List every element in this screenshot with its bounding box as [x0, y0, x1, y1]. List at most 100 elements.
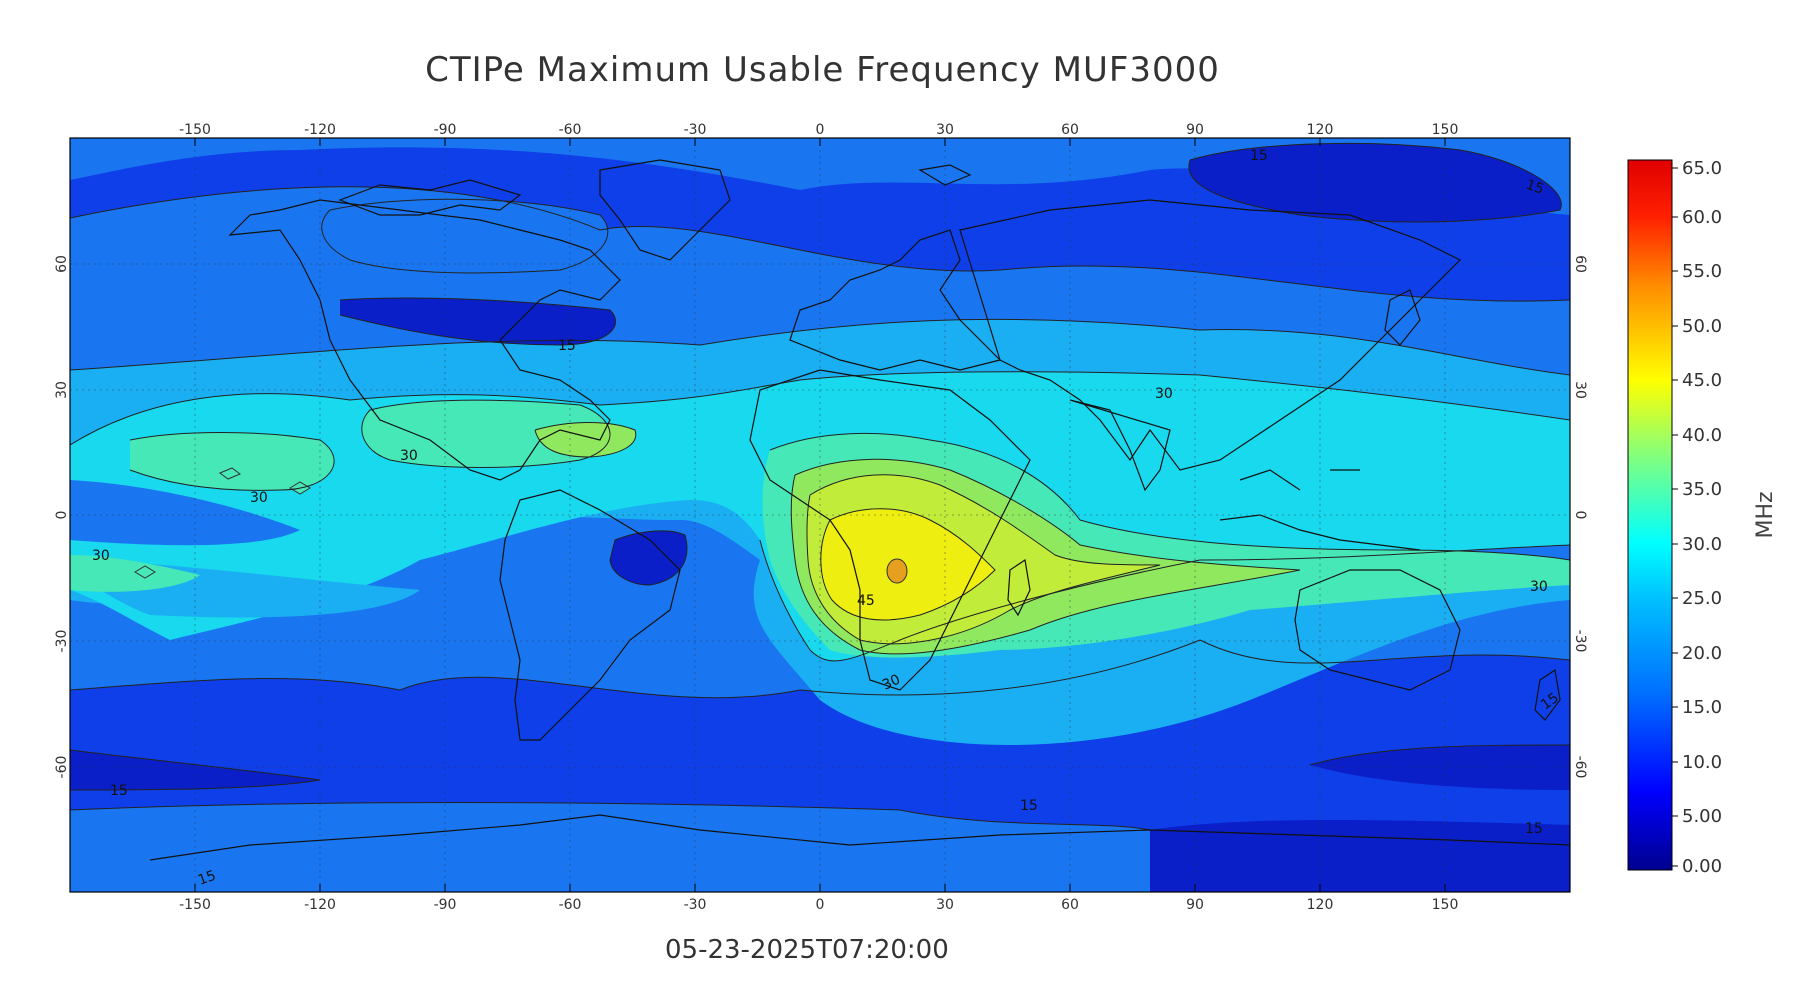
colorbar-tick-label: 50.0	[1682, 316, 1722, 337]
band-35-40-caribbean	[535, 422, 636, 457]
contour-label: 15	[1524, 177, 1546, 198]
colorbar-tick-label: 60.0	[1682, 207, 1722, 228]
band-0-10-southern-east	[1310, 745, 1570, 790]
colorbar-tick-label: 10.0	[1682, 752, 1722, 773]
colorbar-tick-label: 30.0	[1682, 534, 1722, 555]
band-0-10-atlantic	[610, 530, 687, 585]
band-30-35-pacific-south	[70, 555, 200, 592]
lat-tick-right: 60	[1572, 255, 1588, 273]
contour-lines	[70, 142, 1570, 831]
lon-ticks-bottom: -150 -120 -90 -60 -30 0 30 60 90 120 150	[179, 897, 1458, 913]
band-30-35-pacific-north	[130, 432, 335, 491]
lon-tick-top: 150	[1432, 122, 1459, 138]
contour-label: 30	[92, 548, 110, 564]
lon-tick-top: -120	[304, 122, 336, 138]
band-15-20-arctic	[321, 199, 608, 273]
grid-lines	[70, 138, 1570, 892]
coast-arctic-islands	[338, 179, 522, 216]
coast-madagascar	[1007, 558, 1031, 617]
colorbar-tick-label: 35.0	[1682, 479, 1722, 500]
lat-tick-left: -30	[54, 630, 70, 653]
band-0-10-arctic-east	[1188, 143, 1562, 222]
colorbar-gradient	[1627, 159, 1673, 871]
coast-greenland	[599, 159, 731, 261]
contour-label: 15	[110, 783, 128, 799]
colorbar-ticks	[1672, 167, 1678, 867]
lat-ticks-right: 60 30 0 -30 -60	[1572, 255, 1588, 778]
timestamp: 05-23-2025T07:20:00	[665, 935, 949, 965]
lat-tick-left: 0	[54, 511, 70, 520]
lon-tick-bottom: -90	[434, 897, 457, 913]
band-15-20-southern	[70, 802, 1150, 892]
colorbar-tick-label: 25.0	[1682, 588, 1722, 609]
contour-label: 45	[857, 593, 875, 609]
lon-tick-top: 30	[936, 122, 954, 138]
contour-label: 15	[1250, 148, 1268, 164]
lon-tick-bottom: 90	[1186, 897, 1204, 913]
band-15-20-america	[70, 480, 300, 546]
band-30-35-dot-3	[134, 565, 156, 579]
coast-antarctica	[149, 814, 1570, 861]
colorbar-tick-label: 20.0	[1682, 643, 1722, 664]
lat-tick-right: 0	[1572, 511, 1588, 520]
coast-africa	[749, 369, 1031, 691]
coast-japan	[1384, 289, 1421, 346]
coast-australia	[1294, 569, 1461, 691]
contour-label: 15	[196, 868, 218, 889]
colorbar-tick-label: 65.0	[1682, 158, 1722, 179]
page-title: CTIPe Maximum Usable Frequency MUF3000	[425, 50, 1220, 90]
coast-europe	[789, 229, 1002, 371]
lon-tick-bottom: -60	[559, 897, 582, 913]
colorbar-tick-label: 5.00	[1682, 806, 1722, 827]
lon-tick-top: 0	[816, 122, 825, 138]
contour-label: 30	[1530, 579, 1548, 595]
contour-label: 15	[1020, 798, 1038, 814]
coast-new-zealand	[1534, 668, 1561, 721]
lon-tick-top: -150	[179, 122, 211, 138]
contour-label: 30	[250, 490, 268, 506]
contour-labels: 15 15 15 15 15 15 15 15 30 30 30 30 30 4…	[92, 148, 1562, 889]
frame-ticks	[194, 138, 1446, 892]
lon-tick-bottom: -120	[304, 897, 336, 913]
lon-tick-top: 90	[1186, 122, 1204, 138]
colorbar-tick-label: 0.00	[1682, 856, 1722, 877]
lat-tick-left: -60	[54, 756, 70, 779]
lon-ticks-top: -150 -120 -90 -60 -30 0 30 60 90 120 150	[179, 122, 1458, 138]
contour-label: 15	[1525, 821, 1543, 837]
band-50-55	[886, 558, 908, 584]
lat-tick-left: 60	[54, 255, 70, 273]
contour-label: 30	[1155, 386, 1173, 402]
lon-tick-bottom: -30	[684, 897, 707, 913]
lon-tick-top: -90	[434, 122, 457, 138]
contour-label: 30	[880, 672, 903, 694]
contour-label: 15	[558, 338, 576, 354]
lon-tick-bottom: 0	[816, 897, 825, 913]
lat-ticks-left: 60 30 0 -30 -60	[54, 255, 70, 778]
colorbar-tick-label: 45.0	[1682, 370, 1722, 391]
lon-tick-top: 60	[1061, 122, 1079, 138]
band-30-35-dot-1	[219, 467, 241, 480]
lon-tick-top: -60	[559, 122, 582, 138]
lon-tick-bottom: 30	[936, 897, 954, 913]
contour-label: 30	[400, 448, 418, 464]
coast-svalbard	[918, 164, 972, 186]
lon-tick-top: -30	[684, 122, 707, 138]
lon-tick-top: 120	[1307, 122, 1334, 138]
colorbar-unit: MHz	[1753, 491, 1778, 538]
coastlines	[149, 159, 1570, 861]
lat-tick-right: -30	[1572, 630, 1588, 653]
lon-tick-bottom: 120	[1307, 897, 1334, 913]
lat-tick-left: 30	[54, 381, 70, 399]
band-0-10-southern-pole-east	[1150, 820, 1570, 892]
band-30-35-caribbean	[361, 400, 610, 468]
coast-asia	[959, 199, 1462, 471]
lon-tick-bottom: 60	[1061, 897, 1079, 913]
band-45-50	[820, 508, 995, 620]
colorbar-tick-label: 15.0	[1682, 697, 1722, 718]
lon-tick-bottom: -150	[179, 897, 211, 913]
band-0-10-canada	[340, 298, 616, 345]
colorbar-tick-label: 40.0	[1682, 425, 1722, 446]
lat-tick-right: 30	[1572, 381, 1588, 399]
